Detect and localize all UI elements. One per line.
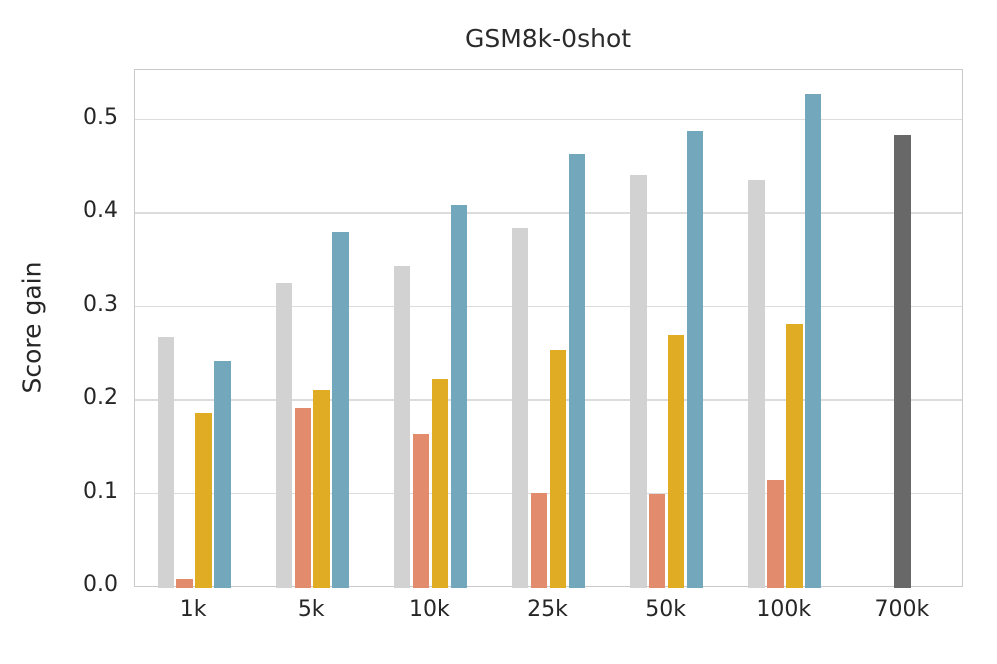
x-tick-label-700k: 700k	[874, 597, 930, 622]
bar-series-lightgray-50k	[630, 174, 647, 588]
bar-series-blue-100k	[804, 94, 822, 588]
y-tick-label-0.5: 0.5	[83, 104, 118, 130]
y-axis-label: Score gain	[8, 69, 56, 586]
bar-series-orange-50k	[648, 494, 666, 588]
bar-series-orange-1k	[176, 578, 193, 588]
bar-series-orange-5k	[294, 408, 311, 588]
bar-series-orange-100k	[767, 480, 784, 588]
bar-series-blue-1k	[214, 360, 231, 588]
x-tick-label-1k: 1k	[179, 597, 207, 622]
bar-series-lightgray-100k	[748, 180, 765, 588]
y-tick-label-0.2: 0.2	[83, 385, 118, 410]
bar-series-gold-10k	[431, 378, 449, 588]
y-tick-label-0.3: 0.3	[83, 291, 118, 317]
x-tick-label-10k: 10k	[409, 597, 450, 622]
y-tick-label-0.4: 0.4	[83, 198, 118, 224]
x-tick-label-5k: 5k	[297, 597, 325, 622]
bar-series-blue-5k	[332, 231, 349, 588]
y-tick-label-0.0: 0.0	[83, 572, 118, 597]
bar-series-gold-1k	[195, 413, 212, 588]
bar-series-gold-100k	[786, 324, 803, 588]
bar-series-darkgray-700k	[894, 135, 912, 588]
bar-series-lightgray-1k	[157, 337, 174, 588]
bar-series-orange-10k	[412, 433, 430, 588]
bar-series-blue-50k	[686, 130, 704, 588]
bar-series-lightgray-10k	[393, 266, 411, 588]
gridline-0.3	[135, 305, 962, 308]
x-tick-label-25k: 25k	[527, 597, 568, 622]
bar-series-gold-5k	[313, 389, 330, 588]
plot-area	[134, 69, 963, 588]
bar-series-gold-50k	[667, 334, 685, 588]
bar-series-gold-25k	[549, 350, 567, 588]
gridline-0.4	[135, 212, 962, 214]
chart-title: GSM8k-0shot	[464, 24, 632, 53]
gridline-0.1	[135, 492, 962, 494]
x-tick-label-100k: 100k	[756, 597, 812, 622]
bar-series-lightgray-5k	[275, 283, 293, 588]
x-tick-label-50k: 50k	[645, 597, 686, 622]
y-axis-label-text: Score gain	[17, 261, 47, 394]
bar-series-lightgray-25k	[511, 228, 529, 588]
y-tick-label-0.1: 0.1	[83, 478, 118, 504]
gridline-0.5	[135, 118, 962, 121]
gridline-0.2	[135, 399, 962, 401]
bar-series-blue-10k	[450, 204, 467, 588]
bar-series-blue-25k	[568, 154, 586, 588]
bar-series-orange-25k	[530, 492, 548, 588]
